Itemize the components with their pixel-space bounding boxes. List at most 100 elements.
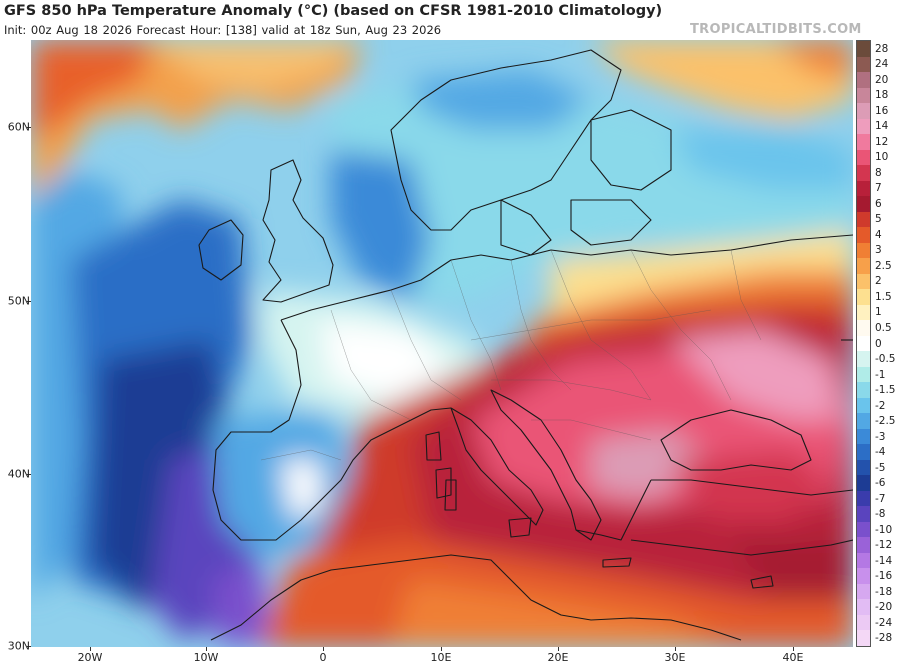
colorbar-label: 24 <box>875 58 889 71</box>
colorbar-label: 1 <box>875 306 882 319</box>
lat-label-50n: 50N <box>7 294 30 308</box>
lon-tick <box>558 647 559 651</box>
colorbar-label: 7 <box>875 182 882 195</box>
colorbar-label: 12 <box>875 135 889 148</box>
colorbar-label: -20 <box>875 601 893 614</box>
colorbar-label: 18 <box>875 89 889 102</box>
lat-tick <box>27 127 31 128</box>
colorbar-swatch <box>857 289 870 306</box>
lon-label-20w: 20W <box>77 651 103 664</box>
colorbar-swatch <box>857 583 870 600</box>
colorbar-label: 0 <box>875 337 882 350</box>
colorbar-label: -18 <box>875 585 893 598</box>
colorbar-swatch <box>857 165 870 182</box>
colorbar-label: 2.5 <box>875 259 892 272</box>
colorbar-swatch <box>857 614 870 631</box>
colorbar-label: 10 <box>875 151 889 164</box>
map-canvas <box>31 40 853 647</box>
colorbar-swatch <box>857 196 870 213</box>
lon-tick <box>793 647 794 651</box>
lon-tick <box>675 647 676 651</box>
colorbar-swatch <box>857 599 870 616</box>
colorbar-label: 3 <box>875 244 882 257</box>
colorbar-swatch <box>857 568 870 585</box>
lon-label-10w: 10W <box>193 651 219 664</box>
lon-tick <box>90 647 91 651</box>
colorbar-label: -12 <box>875 539 893 552</box>
colorbar-label: -4 <box>875 446 886 459</box>
colorbar-swatch <box>857 537 870 554</box>
colorbar-swatch <box>857 211 870 228</box>
colorbar-swatch <box>857 397 870 414</box>
colorbar-swatch <box>857 335 870 352</box>
colorbar-label: -7 <box>875 492 886 505</box>
colorbar-swatch <box>857 227 870 244</box>
colorbar-swatch <box>857 459 870 476</box>
colorbar-label: -1.5 <box>875 384 896 397</box>
colorbar-swatch <box>857 506 870 523</box>
colorbar-swatch <box>857 444 870 461</box>
coastlines <box>198 49 853 641</box>
colorbar-label: 4 <box>875 228 882 241</box>
colorbar-label: 2 <box>875 275 882 288</box>
colorbar-swatch <box>857 180 870 197</box>
colorbar <box>856 40 871 647</box>
colorbar-label: 0.5 <box>875 321 892 334</box>
anomaly-field <box>31 40 853 647</box>
colorbar-swatch <box>857 475 870 492</box>
header: GFS 850 hPa Temperature Anomaly (°C) (ba… <box>0 0 900 40</box>
colorbar-label: -8 <box>875 508 886 521</box>
colorbar-swatch <box>857 273 870 290</box>
lon-label-10e: 10E <box>430 651 452 664</box>
colorbar-label: -6 <box>875 477 886 490</box>
anomaly-map[interactable] <box>31 40 853 647</box>
colorbar-label: -5 <box>875 461 886 474</box>
colorbar-swatch <box>857 134 870 151</box>
lon-label-30e: 30E <box>664 651 686 664</box>
lon-label-0: 0 <box>319 651 327 664</box>
colorbar-label: 6 <box>875 197 882 210</box>
colorbar-swatch <box>857 87 870 104</box>
colorbar-label: -16 <box>875 570 893 583</box>
lat-label-30n: 30N <box>7 639 30 653</box>
colorbar-label: 28 <box>875 42 889 55</box>
colorbar-label: 14 <box>875 120 889 133</box>
colorbar-label: -2 <box>875 399 886 412</box>
colorbar-label: -0.5 <box>875 353 896 365</box>
colorbar-label: -1 <box>875 368 886 381</box>
lat-label-40n: 40N <box>7 467 30 481</box>
colorbar-label: 5 <box>875 213 882 226</box>
colorbar-swatch <box>857 428 870 445</box>
colorbar-swatch <box>857 552 870 569</box>
lon-tick <box>323 647 324 651</box>
lon-tick <box>206 647 207 651</box>
colorbar-swatch <box>857 304 870 321</box>
colorbar-swatch <box>857 41 870 57</box>
colorbar-swatch <box>857 521 870 538</box>
brand-watermark: TROPICALTIDBITS.COM <box>690 22 862 37</box>
country-borders <box>260 249 762 461</box>
colorbar-swatch <box>857 118 870 135</box>
lon-label-20e: 20E <box>547 651 569 664</box>
colorbar-label: -14 <box>875 554 893 567</box>
colorbar-swatch <box>857 630 870 647</box>
colorbar-label: -10 <box>875 523 893 536</box>
map-title: GFS 850 hPa Temperature Anomaly (°C) (ba… <box>4 3 663 19</box>
colorbar-swatch <box>857 413 870 430</box>
lat-tick <box>27 646 31 647</box>
colorbar-swatch <box>857 490 870 507</box>
colorbar-label: 8 <box>875 166 882 179</box>
colorbar-swatch <box>857 351 870 368</box>
colorbar-swatch <box>857 56 870 73</box>
colorbar-swatch <box>857 149 870 166</box>
colorbar-swatch <box>857 320 870 337</box>
colorbar-swatch <box>857 103 870 120</box>
colorbar-swatch <box>857 258 870 275</box>
colorbar-swatch <box>857 72 870 89</box>
colorbar-label: 16 <box>875 104 889 117</box>
colorbar-swatch <box>857 382 870 399</box>
colorbar-label: -28 <box>875 632 893 645</box>
colorbar-label: -3 <box>875 430 886 443</box>
colorbar-swatch <box>857 366 870 383</box>
lon-label-40e: 40E <box>782 651 804 664</box>
